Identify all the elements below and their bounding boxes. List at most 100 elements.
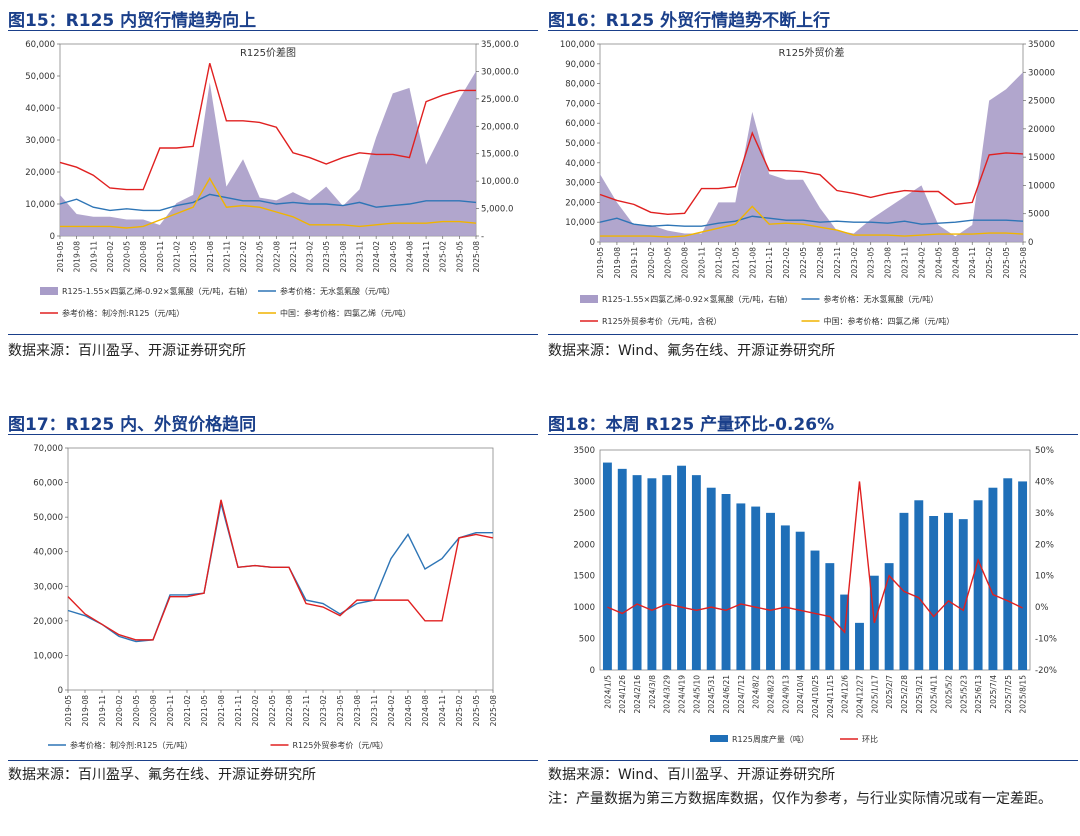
x-tick-label: 2021-02 [183,695,192,727]
bar [602,462,612,670]
legend-label-2: R125外贸参考价（元/吨，含税） [602,316,722,326]
y-tick-label: 40,000 [33,548,63,558]
y-tick-label: 60,000 [25,40,55,50]
series-line-1 [599,215,1024,227]
x-tick-label: 2024/10/25 [811,675,820,718]
x-tick-label: 2022-08 [816,247,825,279]
y-tick-label: 3500 [573,446,595,456]
legend-label-0: R125周度产量（吨） [732,734,809,744]
y-tick-label: 500 [579,635,595,645]
plot-frame [67,447,494,691]
x-tick-label: 2019-05 [64,695,73,727]
x-tick-label: 2024/10/4 [796,675,805,714]
y2-tick-label: 5,000.0 [481,205,513,215]
y-tick-label: 90,000 [565,60,595,70]
x-tick-label: 2024/4/19 [678,675,687,714]
x-tick-label: 2022-11 [833,247,842,279]
x-tick-label: 2022-11 [302,695,311,727]
x-tick-label: 2023-02 [850,247,859,279]
y-tick-label: 30,000 [565,179,595,189]
y2-tick-label: -10% [1035,635,1057,645]
y2-tick-label: 25000 [1028,97,1055,107]
y-tick-label: 1000 [573,603,595,613]
x-tick-label: 2024-08 [421,695,430,727]
x-tick-label: 2025/8/15 [1019,675,1028,714]
bar [736,503,746,670]
legend-label-3: 中国：参考价格：四氯乙烯（元/吨） [824,316,955,326]
x-tick-label: 2021-05 [731,247,740,279]
figure-title: 图18：本周 R125 产量环比-0.26% [548,415,835,435]
x-tick-label: 2019-08 [613,247,622,279]
y-tick-label: 40,000 [565,159,595,169]
x-tick-label: 2024/6/21 [722,675,731,714]
x-tick-label: 2025/2/28 [900,675,909,714]
legend-label-0: R125-1.55×四氯乙烯-0.92×氢氟酸（元/吨，右轴） [602,294,792,304]
y-tick-label: 40,000 [25,104,55,114]
x-tick-label: 2023-05 [867,247,876,279]
y-tick-label: 20,000 [33,617,63,627]
x-tick-label: 2025-08 [489,695,498,727]
x-tick-label: 2022-08 [285,695,294,727]
bar [914,500,924,670]
x-tick-label: 2020-11 [156,241,165,273]
x-tick-label: 2023-05 [322,241,331,273]
legend-label-0: R125-1.55×四氯乙烯-0.92×氢氟酸（元/吨，右轴） [62,286,252,296]
bar [884,563,894,670]
series-area-0 [60,71,476,236]
x-tick-label: 2025-08 [472,241,481,273]
x-tick-label: 2024/3/29 [663,675,672,714]
y2-tick-label: 25,000.0 [481,95,519,105]
bar [647,478,657,670]
figure-title: 图15：R125 内贸行情趋势向上 [8,11,257,31]
x-tick-label: 2024/7/12 [737,675,746,714]
x-tick-label: 2024/8/2 [752,675,761,709]
y2-tick-label: 5000 [1028,210,1050,220]
x-tick-label: 2019-05 [56,241,65,273]
series-line-1 [59,193,477,212]
bar [662,475,672,670]
x-tick-label: 2024/12/6 [841,675,850,714]
y-tick-label: 70,000 [33,444,63,454]
y-tick-label: 30,000 [33,582,63,592]
x-tick-label: 2024-08 [405,241,414,273]
y2-tick-label: 20,000.0 [481,122,519,132]
y2-tick-label: 30000 [1028,68,1055,78]
x-tick-label: 2023-08 [353,695,362,727]
x-tick-label: 2019-11 [630,247,639,279]
x-tick-label: 2023-11 [356,241,365,273]
x-tick-label: 2020-11 [166,695,175,727]
x-tick-label: 2025-05 [472,695,481,727]
x-tick-label: 2020-05 [132,695,141,727]
y-tick-label: 50,000 [565,139,595,149]
y-tick-label: 100,000 [560,40,595,50]
chart-fig16: R125外贸价差 0 10,000 20,000 30,000 40,000 50,000 6… [560,40,1055,326]
x-tick-label: 2021-08 [748,247,757,279]
x-tick-label: 2022-11 [289,241,298,273]
chart-fig17: 0 10,000 20,000 30,000 40,000 50,000 60,000 70,… [33,444,498,750]
x-tick-label: 2024-11 [968,247,977,279]
x-tick-label: 2025/2/7 [885,675,894,709]
x-tick-label: 2021-05 [189,241,198,273]
x-tick-label: 2024/5/31 [707,675,716,714]
y2-tick-label: 0% [1035,603,1049,613]
y-tick-label: 10,000 [33,651,63,661]
bar [751,506,761,670]
y2-tick-label: 30% [1035,509,1054,519]
x-tick-label: 2024/1/5 [603,675,612,709]
series-line-2 [599,131,1024,215]
x-tick-label: 2025-02 [985,247,994,279]
x-tick-label: 2024/8/23 [767,675,776,714]
x-tick-label: 2024/12/27 [855,675,864,718]
series-line-3 [600,205,1024,238]
x-tick-label: 2024-08 [951,247,960,279]
y2-tick-label: 40% [1035,477,1054,487]
legend-label-1: 参考价格：无水氢氟酸（元/吨） [824,294,939,304]
x-tick-label: 2024-05 [934,247,943,279]
y2-tick-label: 10,000.0 [481,177,519,187]
y-tick-label: 60,000 [33,479,63,489]
x-tick-label: 2025-08 [1019,247,1028,279]
title-rule [8,30,538,31]
x-tick-label: 2025/4/11 [930,675,939,714]
x-tick-label: 2025-05 [455,241,464,273]
bar [929,516,939,670]
